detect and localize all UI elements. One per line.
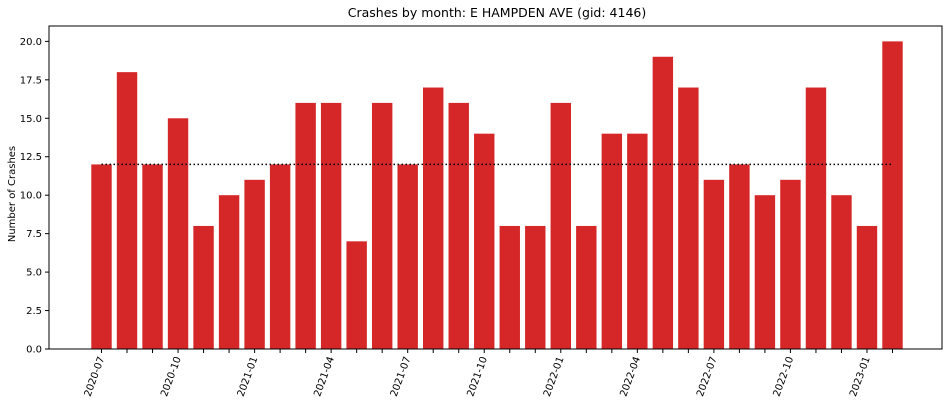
bar-2020-08: [116, 72, 138, 350]
bar-2022-10: [780, 179, 801, 349]
bar-2021-10: [474, 133, 495, 349]
y-tick-label: 5.0: [26, 268, 42, 279]
bar-2022-03: [601, 133, 623, 349]
x-tick-label: 2022-01: [542, 355, 567, 398]
x-tick-label: 2022-10: [772, 355, 797, 398]
bar-2022-08: [729, 164, 750, 349]
bar-2021-01: [244, 179, 265, 349]
bar-2021-02: [269, 164, 291, 349]
bars-group: [91, 41, 903, 350]
bar-2021-05: [346, 241, 367, 349]
bar-2021-03: [295, 102, 316, 350]
bar-2022-12: [831, 195, 852, 349]
bar-2021-06: [371, 102, 393, 350]
bar-2022-01: [550, 102, 571, 350]
y-axis-label: Number of Crashes: [7, 146, 18, 242]
x-tick-label: 2020-07: [83, 355, 108, 398]
bar-2020-09: [142, 164, 163, 349]
bar-2021-09: [448, 102, 469, 350]
y-tick-label: 2.5: [26, 306, 42, 317]
bar-2021-11: [499, 225, 520, 349]
bar-2020-12: [218, 195, 240, 349]
y-tick-label: 17.5: [20, 75, 42, 86]
x-tick-label: 2021-04: [312, 355, 337, 398]
y-tick-label: 10.0: [20, 191, 42, 202]
bar-2021-07: [397, 164, 418, 349]
bar-2020-11: [193, 225, 214, 349]
y-tick-label: 7.5: [26, 229, 42, 240]
bar-2022-11: [805, 87, 827, 350]
x-tick-label: 2021-07: [389, 355, 414, 398]
bar-2022-05: [652, 56, 674, 350]
x-tick-label: 2022-04: [619, 355, 644, 398]
x-axis: 2020-07 2020-10 2021-01 2021-04 2021-07 2021-…: [83, 349, 893, 398]
bar-2020-07: [91, 164, 112, 349]
y-tick-label: 0.0: [26, 345, 42, 356]
bar-2022-06: [678, 87, 699, 350]
y-tick-label: 15.0: [20, 114, 42, 125]
bar-2021-08: [423, 87, 444, 350]
x-tick-label: 2020-10: [159, 355, 184, 398]
bar-2022-02: [576, 225, 597, 349]
bar-2023-02: [882, 41, 903, 349]
x-tick-label: 2023-01: [848, 355, 873, 398]
x-tick-label: 2021-10: [465, 355, 490, 398]
bar-2021-04: [320, 102, 342, 350]
plot-frame: [48, 25, 943, 350]
y-tick-label: 12.5: [20, 152, 42, 163]
y-axis: 0.0 2.5 5.0 7.5 10.0 12.5 15.0 17.5 20.0: [20, 37, 49, 356]
bar-2021-12: [525, 225, 546, 349]
x-tick-label: 2022-07: [695, 355, 720, 398]
y-tick-label: 20.0: [20, 37, 42, 48]
bar-2023-01: [856, 225, 878, 349]
bar-2022-04: [627, 133, 648, 349]
bar-2022-07: [703, 179, 725, 349]
x-tick-label: 2021-01: [236, 355, 261, 398]
bar-2022-09: [754, 195, 776, 349]
chart-title: Crashes by month: E HAMPDEN AVE (gid: 41…: [348, 5, 646, 20]
bar-2020-10: [167, 118, 189, 350]
